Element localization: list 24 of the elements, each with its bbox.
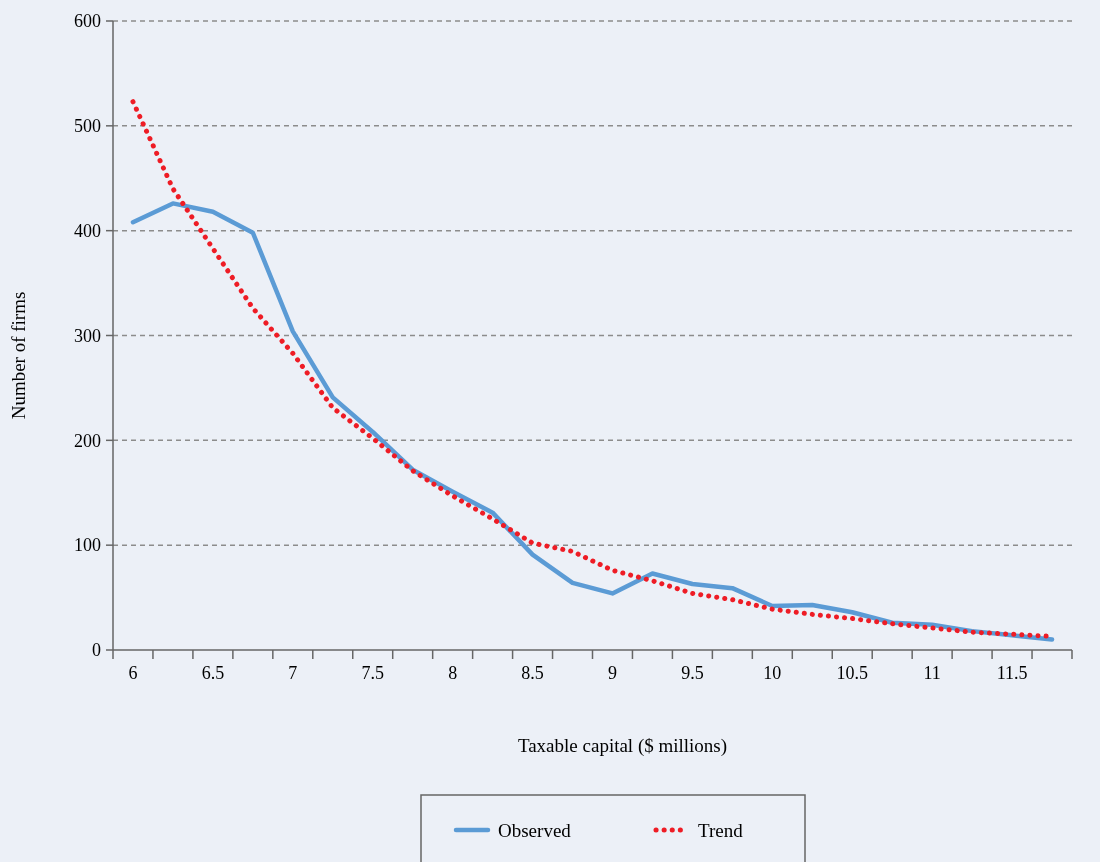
x-tick-label: 8.5: [521, 663, 544, 683]
x-tick-label: 6.5: [201, 663, 225, 683]
x-tick-label: 11.5: [996, 663, 1028, 683]
x-tick-label: 7: [288, 663, 298, 683]
x-tick-label: 8: [448, 663, 458, 683]
y-tick-label: 200: [74, 430, 101, 451]
legend-label: Observed: [498, 819, 572, 841]
x-tick-label: 9.5: [681, 663, 704, 683]
y-tick-label: 400: [74, 220, 101, 241]
x-tick-label: 9: [607, 663, 617, 683]
y-tick-label: 500: [74, 116, 101, 137]
x-tick-label: 7.5: [361, 663, 384, 683]
x-tick-label: 11: [923, 663, 941, 683]
y-tick-label: 0: [92, 640, 101, 661]
x-axis-title: Taxable capital ($ millions): [517, 735, 728, 757]
x-tick-label: 10.5: [836, 663, 868, 683]
y-tick-label: 100: [74, 535, 101, 556]
legend-label: Trend: [698, 819, 744, 841]
y-tick-label: 600: [74, 11, 101, 32]
y-axis-title: Number of firms: [8, 291, 29, 420]
y-tick-label: 300: [74, 325, 101, 346]
line-series: [130, 201, 1055, 642]
x-tick-label: 6: [128, 663, 138, 683]
x-tick-label: 10: [763, 663, 782, 683]
